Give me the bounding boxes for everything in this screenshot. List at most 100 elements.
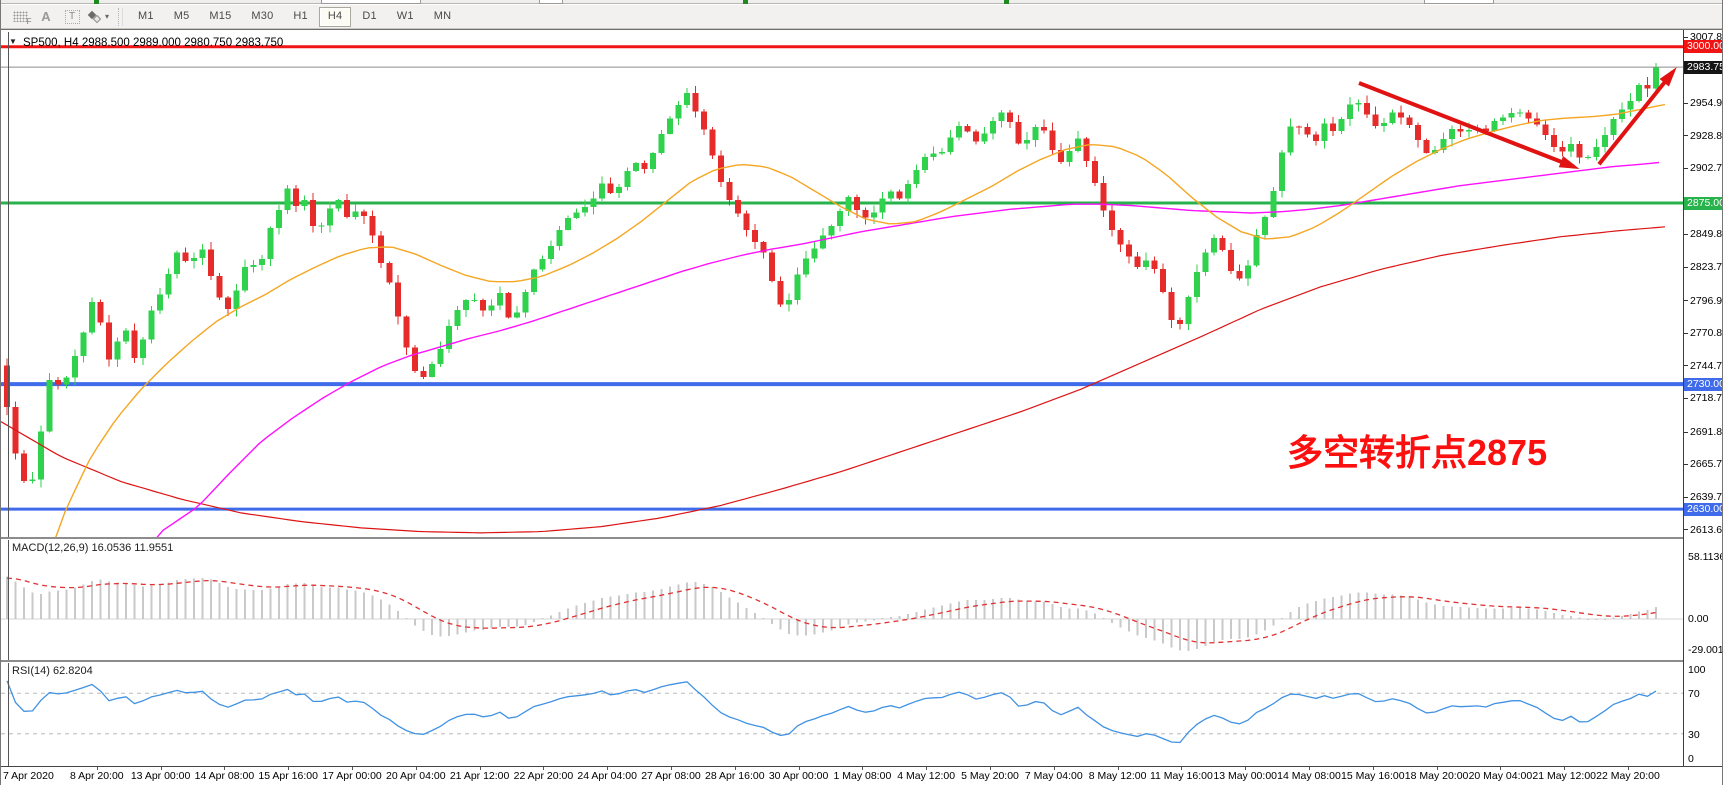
strip-indicator [743, 0, 748, 4]
date-label: 28 Apr 16:00 [705, 770, 765, 782]
date-tick [990, 767, 991, 770]
indicator-axis-label: 70 [1688, 688, 1700, 700]
tf-button-d1[interactable]: D1 [362, 9, 377, 22]
price-tick: 2796.920 [1684, 295, 1722, 307]
date-label: 7 Apr 2020 [3, 770, 54, 782]
date-label: 21 May 12:00 [1532, 770, 1597, 782]
price-tick: 2744.780 [1684, 360, 1722, 372]
rsi-label: RSI(14) 62.8204 [12, 665, 93, 677]
date-tick [1309, 767, 1310, 770]
chart-title-ohlc: SP500, H4 2988.500 2989.000 2980.750 298… [23, 37, 284, 49]
date-label: 27 Apr 08:00 [641, 770, 701, 782]
date-label: 11 May 16:00 [1149, 770, 1213, 782]
tf-button-h4[interactable]: H4 [318, 6, 352, 27]
price-tick: 2954.920 [1684, 97, 1722, 109]
tf-button-m5[interactable]: M5 [173, 9, 190, 22]
price-tick: 2849.850 [1684, 228, 1722, 240]
tf-button-m15[interactable]: M15 [209, 9, 232, 22]
main-price-chart[interactable] [1, 31, 1683, 537]
price-badge: 3000.000 [1684, 40, 1722, 54]
price-tick: 2902.780 [1684, 162, 1722, 174]
date-tick [160, 767, 162, 770]
date-label: 20 Apr 04:00 [386, 770, 446, 782]
date-label: 22 May 20:00 [1596, 770, 1660, 782]
clipped-toolbar-strip [1, 0, 1722, 4]
price-tick: 2718.710 [1684, 392, 1722, 404]
date-tick [734, 767, 736, 770]
macd-pane[interactable] [1, 540, 1683, 660]
pane-left-spine [8, 663, 9, 766]
shapes-icon[interactable]: ▾ [86, 7, 110, 27]
date-tick [1564, 767, 1566, 770]
strip-indicator [1004, 0, 1009, 4]
date-tick [607, 767, 609, 770]
date-label: 18 May 20:00 [1404, 770, 1469, 782]
date-tick [798, 767, 800, 770]
date-tick [479, 767, 481, 770]
text-label-icon[interactable]: T [60, 7, 84, 27]
date-tick [671, 767, 672, 770]
date-tick [1436, 767, 1438, 770]
date-label: 13 Apr 00:00 [130, 770, 191, 782]
indicator-axis-label: 0.00 [1688, 613, 1709, 625]
chart-toolbar: F A T ▾ M1 M5 M15 M30 H1 H4 D1 W1 MN [1, 5, 1722, 29]
annotation-text: 多空转折点2875 [1287, 432, 1548, 473]
date-tick [862, 767, 864, 770]
chart-window[interactable]: ▼ SP500, H4 2988.500 2989.000 2980.750 2… [1, 29, 1723, 785]
date-label: 30 Apr 00:00 [768, 770, 829, 782]
date-axis-border [1, 766, 1722, 767]
tf-button-m30[interactable]: M30 [251, 9, 274, 22]
price-tick: 2928.850 [1684, 130, 1722, 142]
date-axis[interactable]: 7 Apr 2020 8 Apr 20:00 13 Apr 00:00 14 Apr … [1, 767, 1722, 785]
grid-glyph: F [12, 11, 32, 26]
date-label: 15 May 16:00 [1340, 770, 1405, 782]
date-tick [543, 767, 545, 770]
indicator-axis-label: 100 [1688, 664, 1706, 676]
price-badge: 2875.000 [1684, 196, 1722, 210]
tf-button-h1[interactable]: H1 [293, 9, 308, 22]
date-label: 8 Apr 20:00 [69, 770, 124, 782]
timeframe-buttons: M1 M5 M15 M30 H1 H4 D1 W1 MN [128, 6, 461, 27]
date-label: 20 May 04:00 [1468, 770, 1533, 782]
price-tick: 2613.640 [1684, 524, 1722, 536]
date-tick [1372, 767, 1374, 770]
tf-button-m1[interactable]: M1 [138, 9, 154, 22]
date-label: 4 May 12:00 [897, 770, 956, 782]
chart-dropdown-arrow[interactable]: ▼ [9, 37, 17, 46]
chevron-down-icon: ▾ [105, 12, 110, 21]
date-tick [224, 767, 226, 770]
font-icon[interactable]: A [41, 9, 51, 24]
pane-separator[interactable] [1, 660, 1683, 662]
date-tick [1117, 767, 1119, 770]
date-tick [415, 767, 417, 770]
indicator-grid-icon[interactable]: F [8, 7, 32, 27]
price-tick: 2665.780 [1684, 458, 1722, 470]
pane-separator[interactable] [1, 537, 1683, 539]
date-label: 21 Apr 12:00 [449, 770, 510, 782]
date-label: 5 May 20:00 [961, 770, 1019, 782]
date-label: 1 May 08:00 [833, 770, 892, 782]
date-label: 7 May 04:00 [1024, 770, 1083, 782]
date-tick [926, 767, 928, 770]
date-tick [1245, 767, 1247, 770]
price-axis-border [1683, 30, 1684, 766]
tf-button-w1[interactable]: W1 [396, 9, 414, 22]
price-badge: 2630.000 [1684, 502, 1722, 516]
price-tick: 2823.780 [1684, 261, 1722, 273]
tf-button-mn[interactable]: MN [433, 9, 452, 22]
price-tick: 2639.710 [1684, 491, 1722, 503]
date-label: 14 May 08:00 [1277, 770, 1341, 782]
date-tick [352, 767, 353, 770]
strip-button [1424, 0, 1494, 4]
price-tick: 2770.850 [1684, 327, 1722, 339]
date-label: 17 Apr 00:00 [322, 770, 382, 782]
strip-indicator [94, 0, 99, 4]
date-label: 22 Apr 20:00 [513, 770, 574, 782]
price-tick: 2691.850 [1684, 426, 1722, 438]
date-label: 8 May 12:00 [1088, 770, 1147, 782]
indicator-axis-label: 58.1136 [1688, 551, 1723, 563]
strip-searchbox [321, 0, 421, 4]
pane-left-spine [8, 540, 9, 660]
rsi-pane[interactable] [1, 663, 1683, 766]
